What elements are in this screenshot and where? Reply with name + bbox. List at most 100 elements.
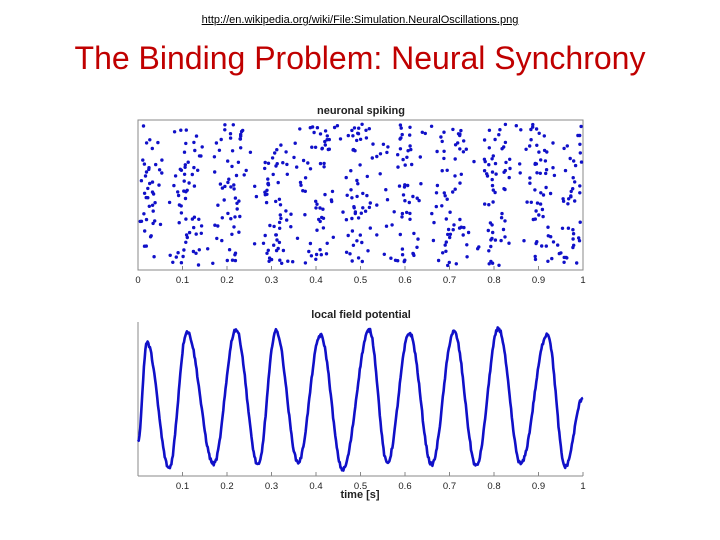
spike-dot bbox=[239, 146, 243, 150]
spike-dot bbox=[253, 184, 257, 188]
spike-dot bbox=[252, 242, 257, 246]
spike-dot bbox=[266, 161, 271, 165]
spike-dot bbox=[229, 185, 233, 189]
spike-dot bbox=[487, 146, 491, 150]
spike-dot bbox=[355, 194, 359, 199]
spike-dot bbox=[285, 218, 289, 222]
spike-dot bbox=[507, 241, 511, 245]
spike-dot bbox=[344, 250, 349, 254]
spike-dot bbox=[358, 233, 362, 237]
spike-dot bbox=[308, 241, 313, 246]
source-link[interactable]: http://en.wikipedia.org/wiki/File:Simula… bbox=[201, 14, 519, 26]
spike-dot bbox=[397, 184, 402, 188]
spike-x-tick-label: 0.8 bbox=[487, 275, 500, 286]
spike-dot bbox=[218, 182, 223, 186]
spike-x-tick-label: 0.4 bbox=[309, 275, 322, 286]
spike-dot bbox=[571, 228, 575, 232]
spike-dot bbox=[303, 176, 308, 180]
spike-dot bbox=[242, 173, 246, 177]
spike-dot bbox=[378, 172, 382, 176]
spike-dot bbox=[367, 205, 372, 210]
lfp-x-tick-label: 0.7 bbox=[443, 481, 456, 492]
spike-dot bbox=[578, 151, 582, 155]
spike-dot bbox=[491, 154, 495, 158]
spike-dot bbox=[306, 161, 310, 165]
spike-dot bbox=[453, 157, 457, 161]
spike-dot bbox=[566, 226, 571, 230]
spike-dot bbox=[575, 261, 579, 265]
spike-dot bbox=[228, 132, 233, 136]
spike-dot bbox=[350, 216, 354, 221]
spike-x-tick-label: 0 bbox=[135, 275, 140, 286]
spike-dot bbox=[458, 147, 462, 151]
spike-dot bbox=[177, 203, 182, 207]
spike-dot bbox=[291, 260, 295, 264]
spike-dot bbox=[432, 220, 436, 225]
spike-dot bbox=[190, 217, 195, 221]
spike-dot bbox=[371, 142, 375, 146]
spike-dot bbox=[566, 202, 570, 206]
spike-dot bbox=[464, 147, 468, 151]
spike-dot bbox=[325, 241, 329, 245]
spike-dot bbox=[179, 168, 184, 172]
spike-dot bbox=[263, 166, 267, 171]
spike-dot bbox=[453, 187, 457, 191]
spike-dot bbox=[174, 255, 178, 259]
spike-dot bbox=[398, 123, 403, 127]
spike-dot bbox=[408, 125, 412, 129]
spike-dot bbox=[182, 179, 186, 183]
spike-dot bbox=[332, 125, 337, 130]
spike-dot bbox=[351, 243, 356, 247]
spike-dot bbox=[546, 259, 550, 263]
spike-dot bbox=[483, 202, 487, 206]
lfp-x-tick-label: 0.2 bbox=[220, 481, 233, 492]
spike-dot bbox=[313, 145, 318, 149]
spike-dot bbox=[560, 226, 565, 230]
spike-dot bbox=[345, 193, 349, 197]
spike-dot bbox=[571, 176, 575, 180]
spike-dot bbox=[183, 196, 188, 201]
lfp-x-tick-label: 0.3 bbox=[265, 481, 278, 492]
spike-dot bbox=[493, 190, 497, 195]
spike-dot bbox=[279, 216, 283, 221]
spike-dot bbox=[278, 213, 282, 217]
spike-dot bbox=[572, 159, 576, 163]
spike-dot bbox=[482, 157, 487, 161]
spike-dot bbox=[350, 128, 354, 133]
spike-dot bbox=[408, 133, 412, 137]
spike-dot bbox=[197, 217, 201, 221]
spike-dot bbox=[318, 132, 323, 136]
spike-dot bbox=[550, 256, 554, 261]
lfp-x-tick-label: 0.8 bbox=[487, 481, 500, 492]
spike-dot bbox=[445, 168, 449, 172]
spike-dot bbox=[200, 145, 204, 149]
spike-dot bbox=[528, 181, 532, 185]
spike-dot bbox=[219, 137, 223, 142]
spike-dot bbox=[406, 149, 410, 153]
spike-dot bbox=[314, 257, 318, 261]
spike-dot bbox=[534, 241, 538, 246]
spike-dot bbox=[435, 183, 440, 188]
spike-dot bbox=[447, 260, 451, 265]
spike-dot bbox=[158, 222, 163, 227]
spike-dot bbox=[192, 184, 197, 188]
spike-dot bbox=[322, 161, 326, 166]
spike-dot bbox=[212, 155, 217, 159]
spike-dot bbox=[274, 248, 279, 253]
spike-dot bbox=[571, 245, 575, 250]
spike-dot bbox=[355, 239, 359, 243]
spike-dot bbox=[323, 139, 327, 144]
spike-dot bbox=[279, 143, 283, 147]
spike-dot bbox=[382, 252, 386, 256]
spike-dot bbox=[577, 239, 582, 243]
spike-dot bbox=[429, 124, 434, 128]
spike-dot bbox=[263, 160, 267, 165]
spike-dot bbox=[323, 129, 328, 133]
spike-dot bbox=[573, 180, 577, 184]
spike-dot bbox=[220, 186, 225, 190]
spike-dot bbox=[248, 150, 253, 154]
spike-dot bbox=[284, 209, 288, 213]
spike-dot bbox=[518, 162, 522, 166]
spike-dot bbox=[278, 203, 283, 207]
spike-dot bbox=[356, 256, 361, 260]
